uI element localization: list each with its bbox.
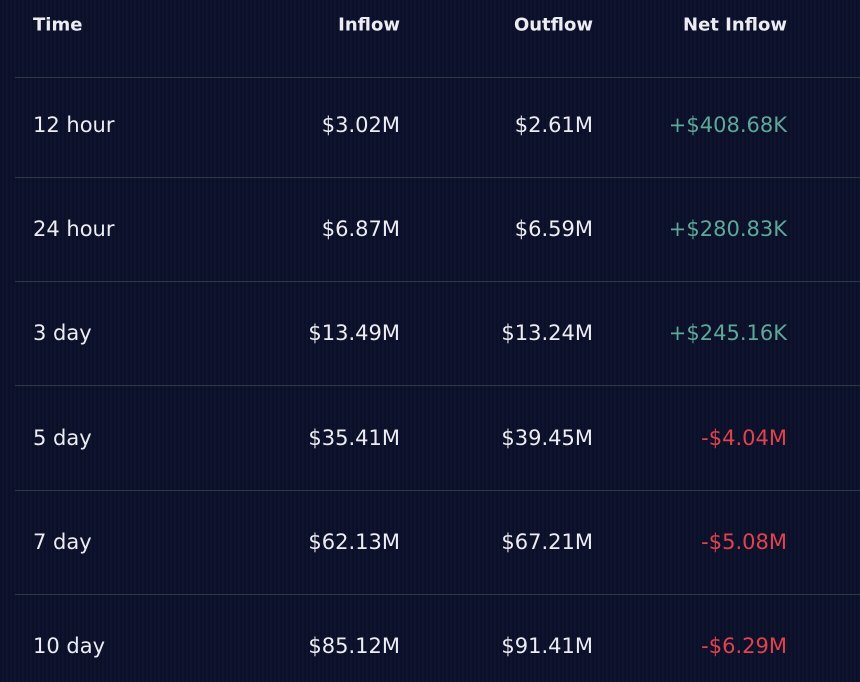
- value-cell: $2.61M: [514, 113, 593, 137]
- row-divider: [15, 177, 860, 178]
- column-header: Outflow: [513, 14, 593, 36]
- period-cell: 12 hour: [33, 113, 115, 137]
- row-divider: [15, 77, 860, 78]
- value-cell: -$5.08M: [701, 529, 787, 554]
- value-cell: +$280.83K: [668, 217, 787, 242]
- value-cell: $13.49M: [308, 321, 400, 346]
- value-cell: +$408.68K: [668, 113, 787, 137]
- value-cell: $85.12M: [308, 634, 400, 658]
- value-cell: $13.24M: [501, 321, 593, 346]
- value-cell: $6.59M: [514, 217, 593, 242]
- value-cell: -$6.29M: [701, 634, 787, 658]
- column-header: Net Inflow: [683, 14, 787, 36]
- row-divider: [15, 490, 860, 491]
- value-cell: -$4.04M: [701, 425, 787, 450]
- value-cell: +$245.16K: [668, 321, 787, 346]
- row-divider: [15, 281, 860, 282]
- period-cell: 10 day: [33, 634, 106, 658]
- column-header: Inflow: [338, 14, 400, 36]
- period-cell: 3 day: [33, 321, 92, 346]
- value-cell: $91.41M: [501, 634, 593, 658]
- value-cell: $35.41M: [308, 425, 400, 450]
- value-cell: $6.87M: [321, 217, 400, 242]
- row-divider: [15, 385, 860, 386]
- value-cell: $39.45M: [501, 425, 593, 450]
- value-cell: $62.13M: [308, 529, 400, 554]
- row-divider: [15, 594, 860, 595]
- period-cell: 5 day: [33, 425, 92, 450]
- column-header: Time: [33, 14, 83, 36]
- value-cell: $3.02M: [321, 113, 400, 137]
- value-cell: $67.21M: [501, 529, 593, 554]
- period-cell: 7 day: [33, 529, 92, 554]
- period-cell: 24 hour: [33, 217, 115, 242]
